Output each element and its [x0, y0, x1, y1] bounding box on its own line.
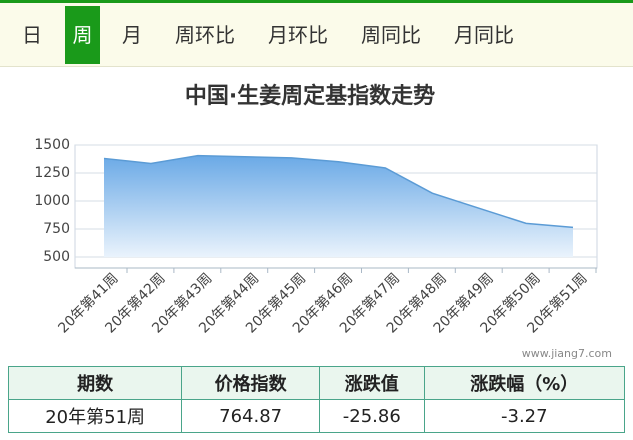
line — [103, 154, 574, 229]
table-cell: -3.27 — [423, 399, 626, 433]
table-cell: 20年第51周 — [7, 399, 183, 433]
chart-title: 中国·生姜周定基指数走势 — [185, 83, 435, 109]
watermark: www.jiang7.com — [522, 347, 612, 360]
tab[interactable]: 月 — [122, 23, 142, 47]
area — [104, 155, 573, 257]
tab[interactable]: 月同比 — [454, 23, 514, 47]
data-table: 期数 价格指数 涨跌值 涨跌幅（%） 20年第51周 764.87 -25.86 -3.27 — [7, 366, 626, 433]
tab[interactable]: 周同比 — [361, 23, 421, 47]
y-tick-label: 1500 — [34, 137, 70, 153]
table-cell: -25.86 — [318, 399, 425, 433]
table-row: 20年第51周 764.87 -25.86 -3.27 — [7, 399, 626, 433]
y-tick-label: 1250 — [34, 165, 70, 181]
chart: 中国·生姜周定基指数走势 www.jiang7.com 500 750 1000 12… — [34, 83, 612, 360]
y-tick-label: 500 — [43, 249, 70, 265]
tab[interactable]: 周 — [65, 6, 100, 64]
tab[interactable]: 月环比 — [268, 23, 328, 47]
table-header: 涨跌值 — [318, 366, 425, 400]
tab[interactable]: 周环比 — [175, 23, 235, 47]
y-tick-label: 1000 — [34, 193, 70, 209]
table-header: 涨跌幅（%） — [423, 366, 626, 400]
tab[interactable]: 日 — [22, 23, 42, 47]
table-header: 期数 — [7, 366, 183, 400]
table-header: 价格指数 — [181, 366, 320, 400]
y-tick-label: 750 — [43, 221, 70, 237]
table-cell: 764.87 — [181, 399, 320, 433]
tab-bar: 日周月 周环比 月环比 周同比 月同比 — [0, 0, 633, 67]
